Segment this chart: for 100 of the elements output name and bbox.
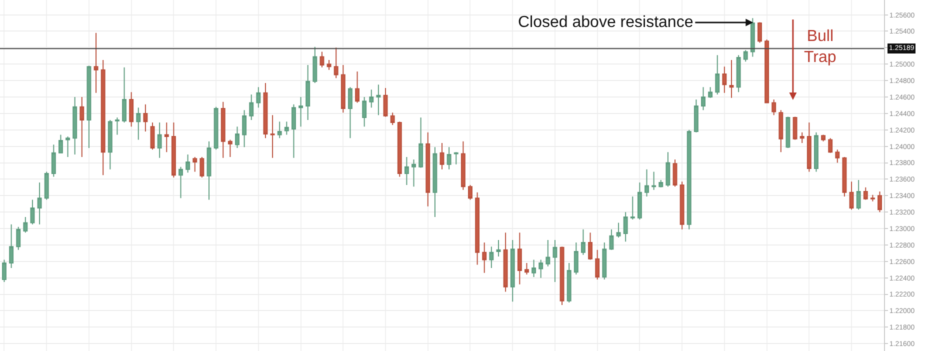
- candlestick: [863, 186, 868, 200]
- candlestick: [652, 171, 656, 190]
- candlestick: [326, 60, 332, 70]
- candlestick: [821, 134, 826, 142]
- candlestick: [214, 106, 218, 150]
- candlestick: [602, 242, 607, 280]
- candlestick: [114, 117, 120, 136]
- candlestick: [369, 89, 374, 108]
- candlestick: [51, 144, 56, 178]
- candlestick: [37, 182, 42, 225]
- candlestick: [686, 129, 692, 230]
- candlestick: [348, 86, 352, 139]
- candlestick: [560, 246, 564, 306]
- candlestick: [750, 18, 755, 58]
- candlestick: [460, 140, 466, 190]
- candlestick: [298, 96, 304, 128]
- candlestick: [186, 154, 190, 174]
- candlestick: [574, 242, 578, 276]
- candlestick: [129, 92, 134, 128]
- candlestick: [580, 228, 586, 256]
- candlestick: [616, 222, 621, 238]
- candlestick: [538, 259, 544, 278]
- candlestick: [552, 240, 558, 282]
- candlestick: [701, 86, 706, 111]
- candlestick: [835, 149, 840, 164]
- candlestick: [482, 242, 487, 274]
- candlestick: [80, 96, 84, 158]
- candlestick: [623, 212, 628, 242]
- candlestick: [792, 116, 798, 140]
- candlestick: [206, 140, 212, 200]
- candlestick: [390, 112, 395, 126]
- candlestick: [220, 101, 226, 158]
- candlestick: [736, 54, 741, 93]
- candlestick: [454, 152, 458, 165]
- candlestick: [743, 50, 748, 62]
- candlestick: [432, 146, 438, 218]
- candlestick: [800, 132, 804, 144]
- candlestick: [306, 64, 310, 121]
- candlestick: [503, 232, 508, 292]
- candlestick: [729, 60, 734, 98]
- annotation: Closed above resistance: [518, 14, 694, 31]
- candlestick: [715, 54, 720, 96]
- candlestick: [609, 228, 614, 250]
- candlestick: [376, 84, 381, 116]
- candlestick: [94, 32, 98, 94]
- candlestick: [524, 262, 529, 276]
- candlestick: [468, 184, 472, 200]
- candlestick: [722, 66, 727, 94]
- candlestick: [566, 262, 572, 303]
- candlestick: [397, 121, 402, 178]
- candlestick: [136, 107, 141, 140]
- candlestick: [758, 22, 762, 44]
- candlestick: [708, 86, 713, 98]
- candlestick: [30, 199, 35, 225]
- candlestick: [9, 224, 14, 268]
- candlestick: [100, 60, 106, 176]
- candlestick: [440, 142, 444, 170]
- candlestick: [157, 122, 162, 158]
- candlestick: [694, 98, 698, 133]
- candlestick: [292, 104, 296, 158]
- candlestick: [143, 104, 148, 132]
- annotation: Bull Trap: [804, 28, 836, 66]
- candlestick: [849, 181, 854, 210]
- candlestick: [312, 46, 318, 84]
- candlestick: [334, 47, 338, 79]
- candlestick: [270, 114, 275, 158]
- candlestick: [178, 166, 183, 199]
- candlestick: [263, 82, 268, 139]
- candlestick: [277, 121, 282, 139]
- candlestick: [284, 121, 289, 136]
- candlestick: [814, 132, 818, 172]
- candlestick: [672, 158, 678, 188]
- candlestick: [666, 152, 670, 188]
- candlestick: [72, 96, 78, 156]
- candlestick: [517, 232, 522, 285]
- candlestick: [66, 136, 70, 158]
- candlestick: [778, 110, 784, 153]
- candlestick: [249, 94, 254, 121]
- candlestick: [764, 38, 770, 104]
- candlestick: [122, 66, 126, 123]
- candlestick: [108, 120, 112, 170]
- candlestick: [475, 192, 480, 266]
- candlestick: [200, 156, 204, 178]
- candlestick: [383, 87, 388, 118]
- candlestick: [489, 246, 494, 268]
- candlestick: [630, 196, 635, 220]
- candlestick: [595, 249, 600, 280]
- candlestick: [510, 240, 515, 302]
- candlestick: [532, 259, 536, 278]
- candlestick: [256, 86, 261, 108]
- candlestick: [242, 110, 247, 148]
- candlestick: [637, 182, 642, 220]
- candlestick: [362, 96, 367, 128]
- candlestick: [320, 51, 324, 68]
- candlestick: [86, 65, 92, 148]
- candlestick: [150, 122, 155, 150]
- candlestick: [786, 116, 790, 148]
- candlestick: [235, 126, 240, 148]
- candlestick: [355, 71, 360, 104]
- candlestick: [58, 134, 63, 154]
